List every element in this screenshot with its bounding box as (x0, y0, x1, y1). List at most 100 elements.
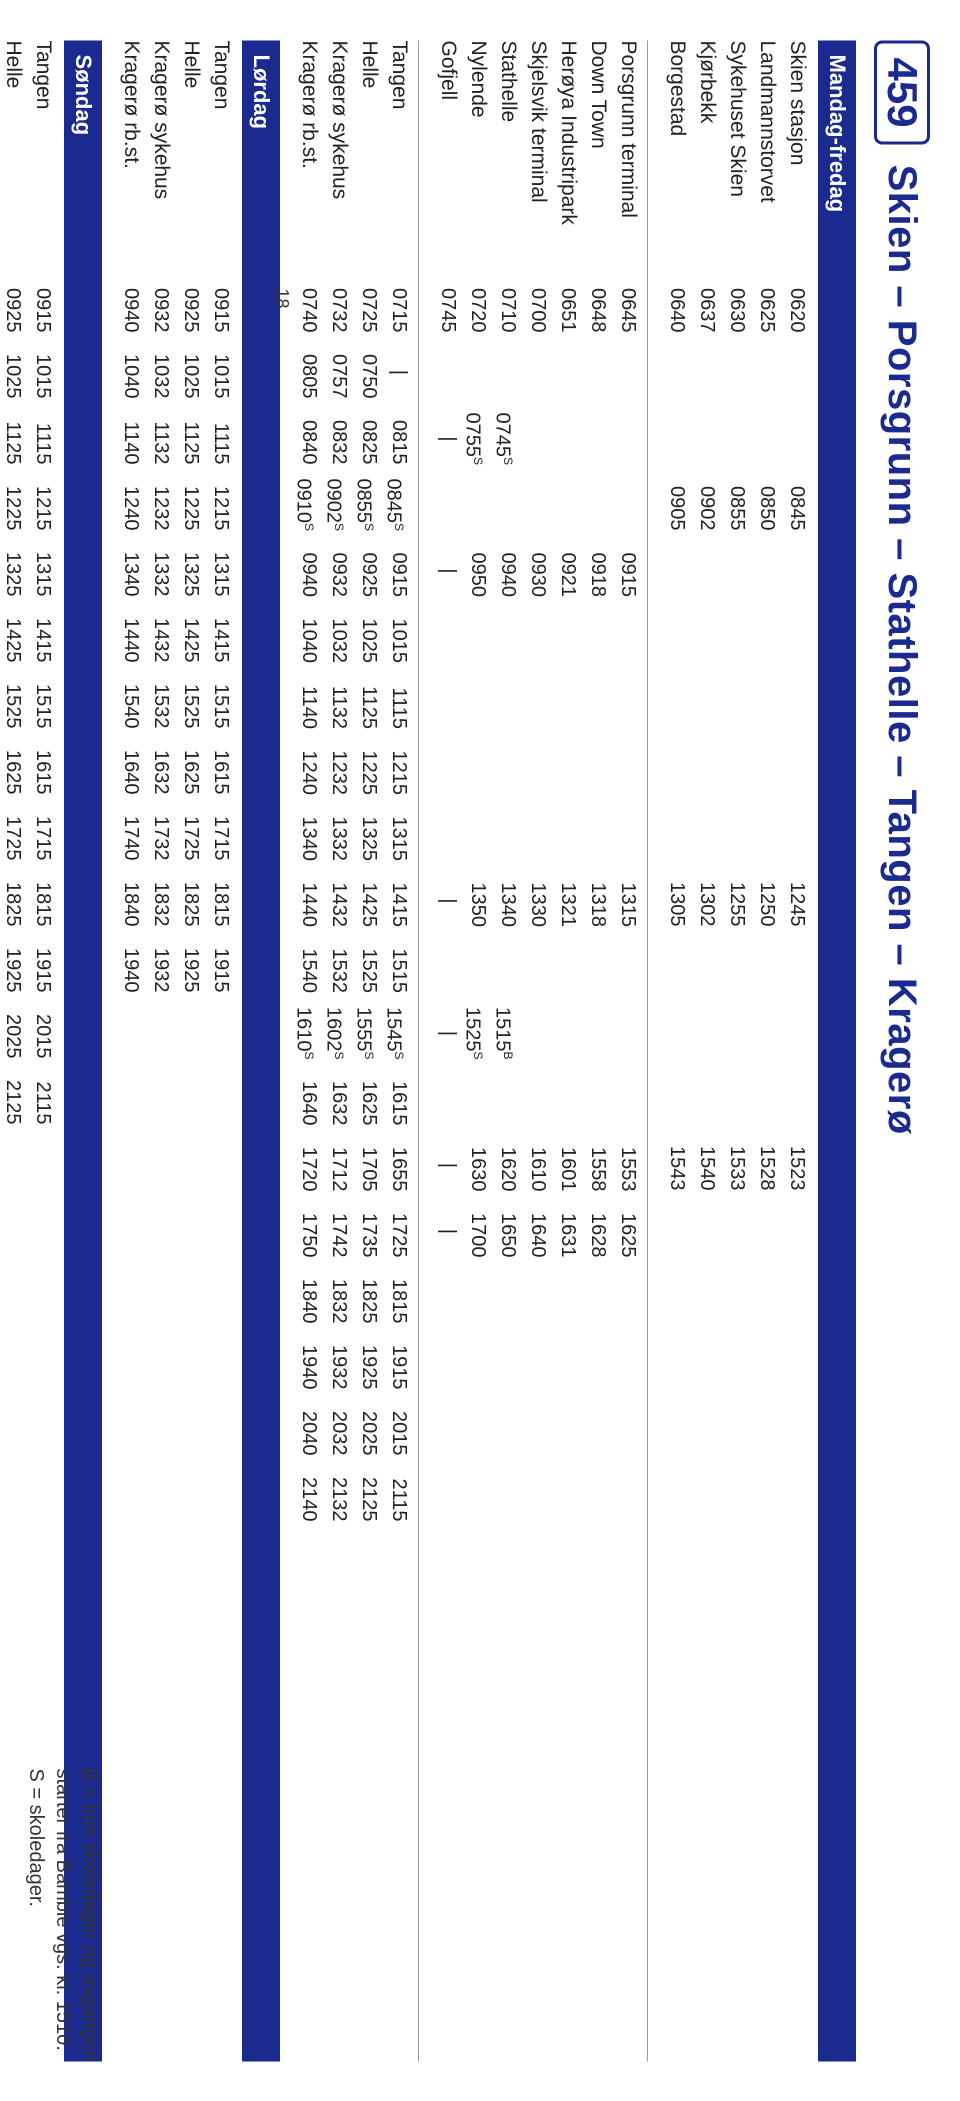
time-cell: 1515B (493, 1007, 523, 1060)
time-cell: 1735 (354, 1205, 384, 1257)
time-cell: 0855S (354, 478, 384, 531)
time-cell: 1015 (28, 346, 58, 398)
time-cell: 0940 (493, 545, 523, 597)
time-cell (692, 676, 722, 728)
time-cell (722, 1006, 752, 1058)
time-cell (662, 346, 692, 398)
time-cell: 1725 (176, 808, 206, 860)
time-cell: 1625 (354, 1073, 384, 1125)
time-cell: 1032 (146, 346, 176, 398)
time-cell (752, 1072, 782, 1124)
time-cell: 1840 (116, 874, 146, 926)
time-cell (583, 1007, 613, 1059)
time-cell: 1925 (0, 940, 28, 992)
time-cell: 1832 (146, 874, 176, 926)
time-cell (583, 677, 613, 729)
time-cell: 1040 (294, 611, 324, 663)
time-cell: 1840 (294, 1271, 324, 1323)
time-cell: 1330 (523, 875, 553, 927)
time-cell: 1932 (324, 1337, 354, 1389)
time-cell: 1540 (692, 1138, 722, 1190)
time-cell (463, 941, 493, 993)
time-cell: 1601 (553, 1139, 583, 1191)
time-cell (613, 809, 643, 861)
time-cell: | (433, 875, 463, 927)
time-cell: 0832 (324, 412, 354, 464)
time-cell (722, 412, 752, 464)
time-cell: 1615 (384, 1073, 414, 1125)
time-cell: 1432 (146, 610, 176, 662)
time-cell: 0855 (722, 478, 752, 530)
time-cell: 1515 (28, 676, 58, 728)
time-cell: 1025 (176, 346, 206, 398)
time-cell: 1350 (463, 875, 493, 927)
time-cell: 1625 (0, 742, 28, 794)
time-cell: 1625 (176, 742, 206, 794)
time-cell: 1815 (28, 874, 58, 926)
time-cell: 0710 (493, 280, 523, 332)
time-cell: 1632 (146, 742, 176, 794)
day-bar-sunday: Søndag (64, 40, 102, 2061)
time-cell: | (433, 1007, 463, 1059)
time-cell: 1640 (294, 1073, 324, 1125)
time-cell: 0940 (294, 545, 324, 597)
time-cell (523, 413, 553, 465)
time-cell: 1615 (28, 742, 58, 794)
time-cell (523, 941, 553, 993)
time-cell (613, 611, 643, 663)
time-cell: 1232 (324, 743, 354, 795)
time-cell: 0620 (782, 280, 812, 332)
time-cell (782, 346, 812, 398)
time-cell (752, 940, 782, 992)
time-cell: 0732 (324, 280, 354, 332)
time-cell: 1225 (354, 743, 384, 795)
time-cell: 1525S (463, 1007, 493, 1060)
time-cell (662, 676, 692, 728)
time-cell (553, 1007, 583, 1059)
time-cell: 1825 (0, 874, 28, 926)
time-cell: | (433, 545, 463, 597)
stop-label: Tangen (28, 40, 58, 280)
time-cell: 1725 (384, 1205, 414, 1257)
time-cell: 1915 (206, 940, 236, 992)
time-cell (523, 479, 553, 531)
time-cell: 1630 (463, 1139, 493, 1191)
time-cell: 1815 (206, 874, 236, 926)
time-cell (523, 1007, 553, 1059)
time-cell (662, 1006, 692, 1058)
time-cell: 0625 (752, 280, 782, 332)
time-cell (613, 1073, 643, 1125)
time-cell: 0637 (692, 280, 722, 332)
time-cell: 1832 (324, 1271, 354, 1323)
stop-label: Gofjell (433, 40, 463, 280)
stop-label: Helle (0, 40, 28, 280)
time-cell (583, 346, 613, 398)
time-cell: 1620 (493, 1139, 523, 1191)
time-cell: 1315 (206, 544, 236, 596)
time-cell (493, 941, 523, 993)
time-cell: 1940 (294, 1337, 324, 1389)
time-cell: 1302 (692, 874, 722, 926)
time-cell: 1640 (523, 1205, 553, 1257)
time-cell: 1528 (752, 1138, 782, 1190)
time-cell (782, 412, 812, 464)
time-cell: 1325 (0, 544, 28, 596)
stop-label: Tangen (206, 40, 236, 280)
time-cell: 2040 (294, 1403, 324, 1455)
time-cell: 1115 (206, 412, 236, 464)
time-cell: 0757 (324, 346, 354, 398)
time-cell (523, 677, 553, 729)
time-cell (553, 809, 583, 861)
time-cell: 0740 (294, 280, 324, 332)
time-cell: 1655 (384, 1139, 414, 1191)
time-cell: 0745S (493, 412, 523, 465)
time-cell: 1125 (176, 412, 206, 464)
time-cell: | (433, 1139, 463, 1191)
time-cell: 1715 (28, 808, 58, 860)
time-cell: 1440 (116, 610, 146, 662)
time-cell: 1825 (354, 1271, 384, 1323)
time-cell: 0720 (463, 280, 493, 332)
time-cell: 1315 (28, 544, 58, 596)
stop-label: Porsgrunn terminal (613, 40, 643, 280)
time-cell (463, 809, 493, 861)
